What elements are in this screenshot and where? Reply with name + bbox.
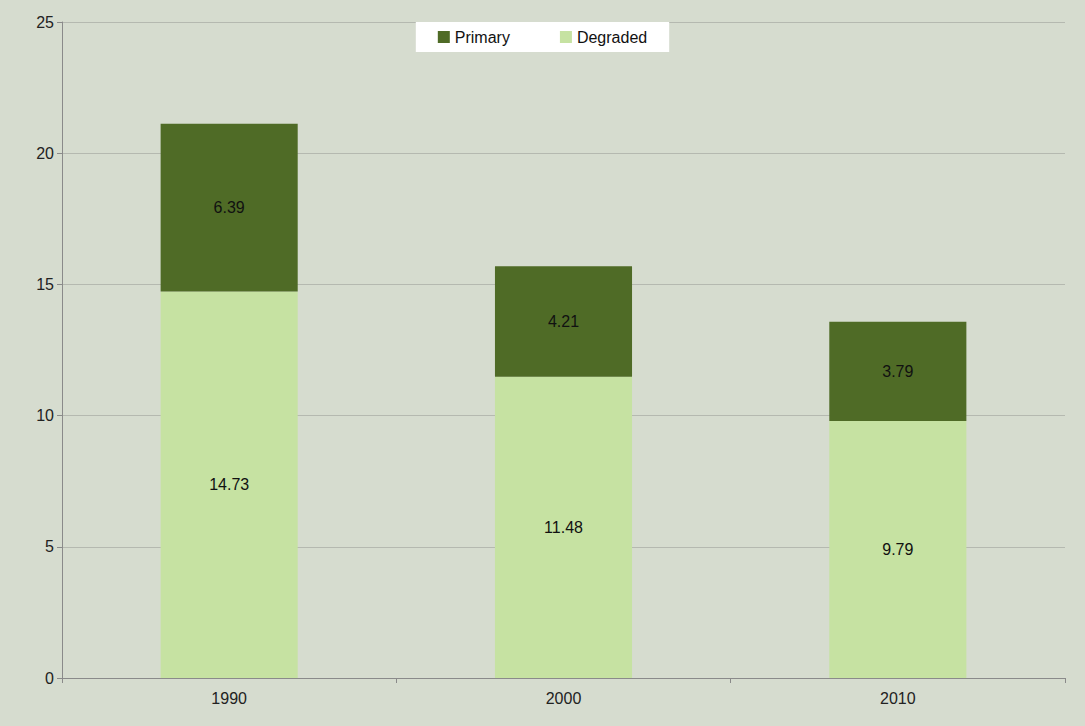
svg-text:15: 15 — [36, 276, 54, 293]
svg-text:25: 25 — [36, 14, 54, 31]
svg-text:Primary: Primary — [455, 29, 510, 46]
svg-text:11.48: 11.48 — [544, 519, 583, 536]
svg-text:6.39: 6.39 — [214, 199, 245, 216]
svg-text:10: 10 — [36, 407, 54, 424]
svg-text:5: 5 — [45, 538, 54, 555]
svg-text:3.79: 3.79 — [882, 363, 913, 380]
svg-text:1990: 1990 — [211, 690, 247, 707]
svg-text:Degraded: Degraded — [577, 29, 647, 46]
svg-text:2010: 2010 — [880, 690, 916, 707]
svg-text:2000: 2000 — [546, 690, 582, 707]
svg-text:14.73: 14.73 — [209, 476, 249, 493]
svg-text:0: 0 — [45, 670, 54, 687]
svg-text:20: 20 — [36, 145, 54, 162]
svg-text:4.21: 4.21 — [548, 313, 579, 330]
svg-text:9.79: 9.79 — [882, 541, 913, 558]
